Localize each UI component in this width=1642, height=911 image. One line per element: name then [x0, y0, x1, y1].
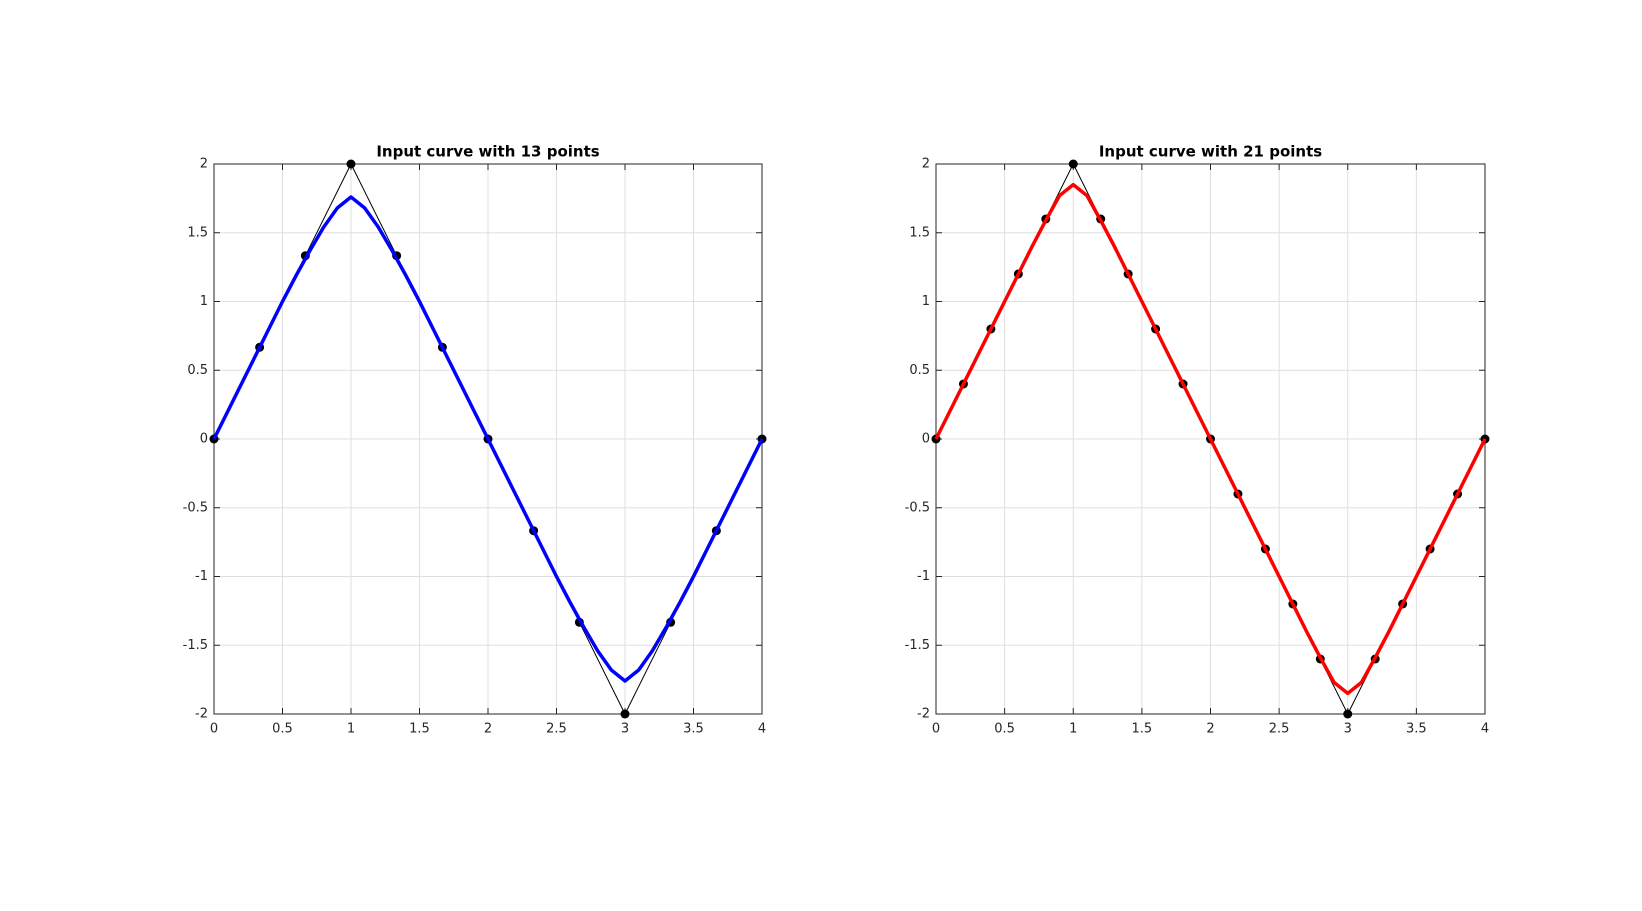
x-tick-label: 3.5: [683, 722, 704, 737]
x-tick-label: 1.5: [409, 722, 430, 737]
x-tick-label: 4: [758, 722, 766, 737]
y-tick-label: 1: [200, 294, 208, 309]
y-tick-label: -2: [195, 707, 208, 722]
x-tick-label: 2: [484, 722, 492, 737]
data-point: [346, 159, 356, 169]
series-line: [212, 195, 764, 683]
y-tick-label: 0: [200, 432, 208, 447]
y-tick-label: -2: [917, 707, 930, 722]
y-tick-label: -0.5: [905, 500, 930, 515]
y-tick-label: 2: [200, 157, 208, 172]
x-tick-label: 1: [347, 722, 355, 737]
x-tick-label: 4: [1481, 722, 1489, 737]
y-tick-label: -1: [195, 569, 208, 584]
data-point: [620, 709, 630, 719]
data-point: [1068, 159, 1078, 169]
y-tick-label: 2: [922, 157, 930, 172]
y-tick-label: -1.5: [905, 638, 930, 653]
y-tick-label: -0.5: [183, 500, 208, 515]
chart-title: Input curve with 13 points: [376, 143, 599, 161]
x-tick-label: 1.5: [1132, 722, 1153, 737]
y-tick-label: 0: [922, 432, 930, 447]
x-tick-label: 3.5: [1406, 722, 1427, 737]
chart-title: Input curve with 21 points: [1099, 143, 1322, 161]
series-line: [934, 182, 1487, 696]
x-tick-label: 2.5: [546, 722, 567, 737]
y-tick-label: 1: [922, 294, 930, 309]
y-tick-label: -1.5: [183, 638, 208, 653]
y-tick-label: 1.5: [187, 225, 208, 240]
x-tick-label: 0: [210, 722, 218, 737]
y-tick-label: -1: [917, 569, 930, 584]
data-point: [1343, 709, 1353, 719]
x-tick-label: 0.5: [994, 722, 1015, 737]
x-tick-label: 1: [1069, 722, 1077, 737]
x-tick-label: 3: [1344, 722, 1352, 737]
x-tick-label: 2.5: [1269, 722, 1290, 737]
x-tick-label: 2: [1206, 722, 1214, 737]
y-tick-label: 1.5: [909, 225, 930, 240]
y-tick-label: 0.5: [909, 363, 930, 378]
y-tick-label: 0.5: [187, 363, 208, 378]
x-tick-label: 0: [932, 722, 940, 737]
x-tick-label: 3: [621, 722, 629, 737]
x-tick-label: 0.5: [272, 722, 293, 737]
